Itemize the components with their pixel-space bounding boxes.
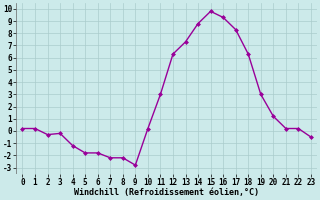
X-axis label: Windchill (Refroidissement éolien,°C): Windchill (Refroidissement éolien,°C) — [74, 188, 259, 197]
